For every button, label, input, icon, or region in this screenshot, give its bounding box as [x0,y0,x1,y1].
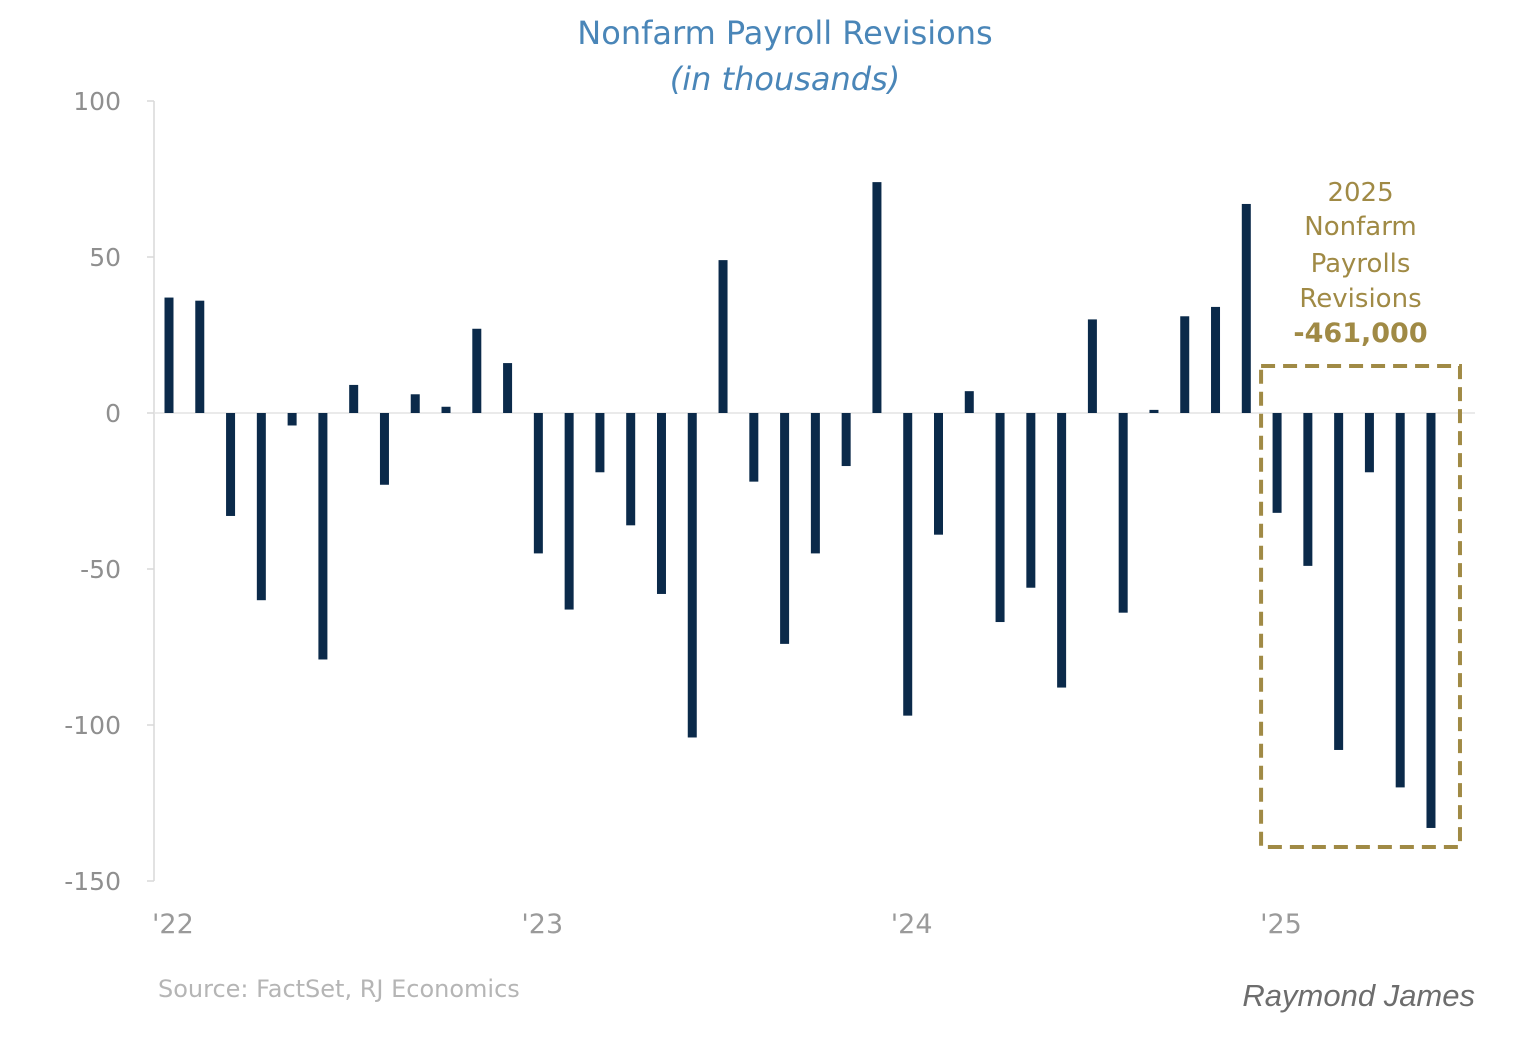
bar [841,413,851,467]
bar [564,413,574,610]
annotation-text: Payrolls [1311,249,1411,279]
bar [1241,203,1251,413]
x-tick-label: '23 [521,909,563,940]
bar [903,413,913,716]
bar [441,406,451,413]
bar [410,394,420,413]
bar [810,413,820,554]
annotation-text: Revisions [1299,284,1421,314]
bar [1364,413,1374,473]
bar [287,413,297,426]
bar [1026,413,1036,588]
x-tick-label: '22 [152,909,194,940]
source-note: Source: FactSet, RJ Economics [158,975,520,1003]
bar [1426,413,1436,828]
bar [995,413,1005,623]
bar [503,363,513,413]
y-tick-label: -150 [64,867,121,896]
annotation-box [1259,364,1462,849]
bar [718,260,728,413]
bar [226,413,236,516]
bar [533,413,543,554]
bar [164,297,174,413]
annotation-text: Nonfarm [1304,212,1416,242]
bar [1118,413,1128,613]
bar [1303,413,1313,566]
bar [656,413,666,594]
bar [872,182,882,413]
y-tick-label: 100 [73,87,121,116]
bar [964,391,974,413]
bar [687,413,697,738]
bar [195,300,205,413]
x-tick-label: '24 [891,909,933,940]
bar [595,413,605,473]
y-tick-label: -50 [80,555,121,584]
bar [626,413,636,526]
y-tick-label: 0 [105,399,121,428]
bar [379,413,389,485]
x-tick-label: '25 [1260,909,1302,940]
bar [472,328,482,413]
chart-subtitle: (in thousands) [669,60,901,98]
bar [1272,413,1282,513]
bar [256,413,266,601]
bar [1211,306,1221,413]
y-tick-label: 50 [89,243,121,272]
bar [1087,319,1097,413]
bar [1180,316,1190,413]
bar [1057,413,1067,688]
y-tick-label: -100 [64,711,121,740]
chart-title: Nonfarm Payroll Revisions [577,14,993,52]
annotation-text: 2025 [1327,178,1393,208]
bar [780,413,790,644]
bar [318,413,328,660]
bar [1395,413,1405,788]
bar [349,384,359,413]
bar [749,413,759,482]
brand-label: Raymond James [1242,978,1475,1013]
annotation-value: -461,000 [1293,318,1427,349]
bar [1149,409,1159,413]
bar [1334,413,1344,750]
bar [934,413,943,535]
